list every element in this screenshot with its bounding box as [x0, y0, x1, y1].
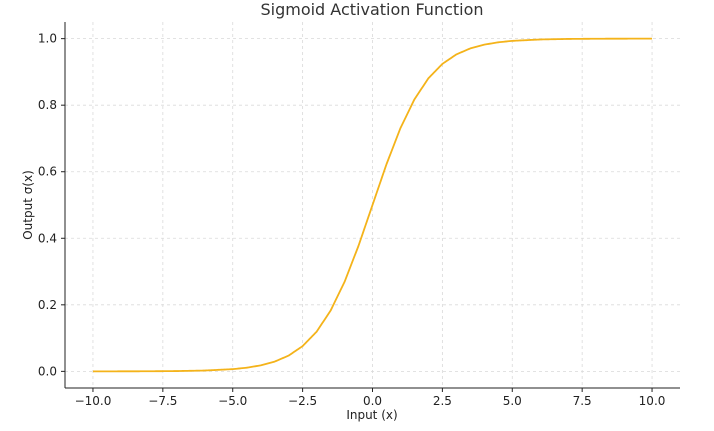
y-tick-label: 1.0 — [38, 32, 57, 46]
y-axis-label: Output σ(x) — [21, 170, 35, 240]
x-tick-label: 10.0 — [639, 394, 666, 408]
x-axis-ticks: −10.0 −7.5 −5.0 −2.5 0.0 2.5 5.0 7.5 10.0 — [75, 388, 666, 408]
y-tick-label: 0.0 — [38, 364, 57, 378]
series-layer — [92, 37, 653, 373]
y-tick-label: 0.6 — [38, 165, 57, 179]
x-axis-label: Input (x) — [346, 408, 397, 422]
x-tick-label: −5.0 — [218, 394, 247, 408]
y-tick-label: 0.8 — [38, 98, 57, 112]
sigmoid-curve — [92, 37, 653, 373]
x-tick-label: −7.5 — [148, 394, 177, 408]
x-tick-label: 5.0 — [503, 394, 522, 408]
x-tick-label: 2.5 — [433, 394, 452, 408]
chart-title: Sigmoid Activation Function — [260, 0, 483, 19]
x-tick-label: 0.0 — [363, 394, 382, 408]
y-tick-label: 0.2 — [38, 298, 57, 312]
x-tick-label: −10.0 — [75, 394, 112, 408]
x-tick-label: 7.5 — [573, 394, 592, 408]
y-tick-label: 0.4 — [38, 231, 57, 245]
x-tick-label: −2.5 — [288, 394, 317, 408]
y-axis-ticks: 0.0 0.2 0.4 0.6 0.8 1.0 — [38, 32, 65, 378]
